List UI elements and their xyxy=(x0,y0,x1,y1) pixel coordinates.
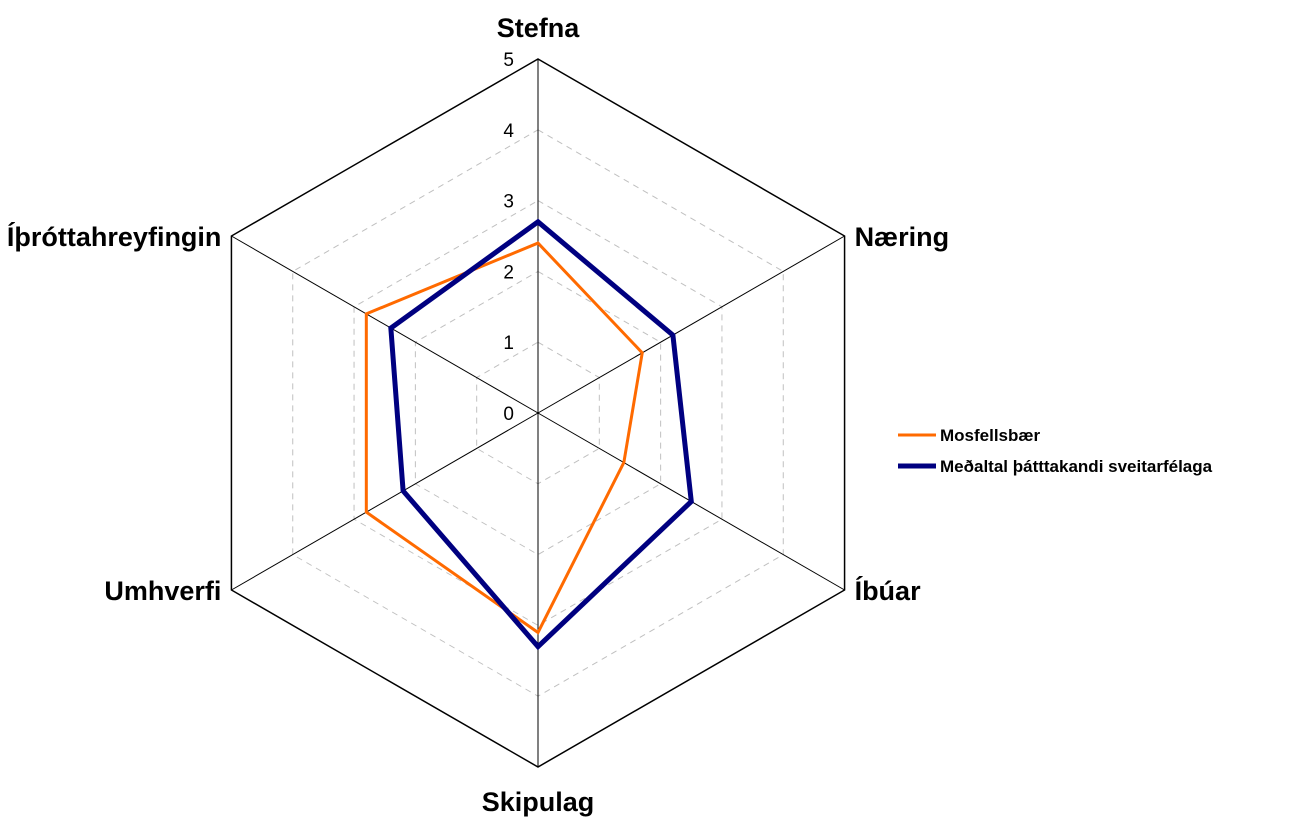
category-label-5: Umhverfi xyxy=(104,576,221,606)
tick-label-0: 0 xyxy=(503,404,514,425)
grid-ring-outer xyxy=(230,58,846,768)
radar-grid xyxy=(230,58,846,768)
tick-label-4: 4 xyxy=(503,121,514,142)
series-line-1 xyxy=(364,241,644,635)
category-label-6: Íþróttahreyfingin xyxy=(7,221,222,252)
category-label-1: Stefna xyxy=(497,13,581,43)
legend: Mosfellsbær Meðaltal þátttakandi sveitarf… xyxy=(898,426,1213,476)
category-label-2: Næring xyxy=(855,222,950,252)
category-label-4: Skipulag xyxy=(482,787,595,817)
tick-label-1: 1 xyxy=(503,333,514,354)
tick-label-5: 5 xyxy=(503,50,514,71)
spoke-6 xyxy=(231,235,539,414)
radar-series xyxy=(364,218,694,651)
tick-label-2: 2 xyxy=(503,262,514,283)
category-label-3: Íbúar xyxy=(855,575,922,606)
legend-label-1: Mosfellsbær xyxy=(940,426,1041,445)
legend-label-2: Meðaltal þátttakandi sveitarfélaga xyxy=(940,457,1213,476)
spoke-5 xyxy=(231,412,539,591)
spoke-2 xyxy=(537,235,845,414)
radar-labels: 0 1 2 3 4 5 Stefna Næring Íbúar Skipulag Umhverfi Í… xyxy=(7,13,949,817)
tick-label-3: 3 xyxy=(503,192,514,213)
series-line-2 xyxy=(388,218,694,651)
